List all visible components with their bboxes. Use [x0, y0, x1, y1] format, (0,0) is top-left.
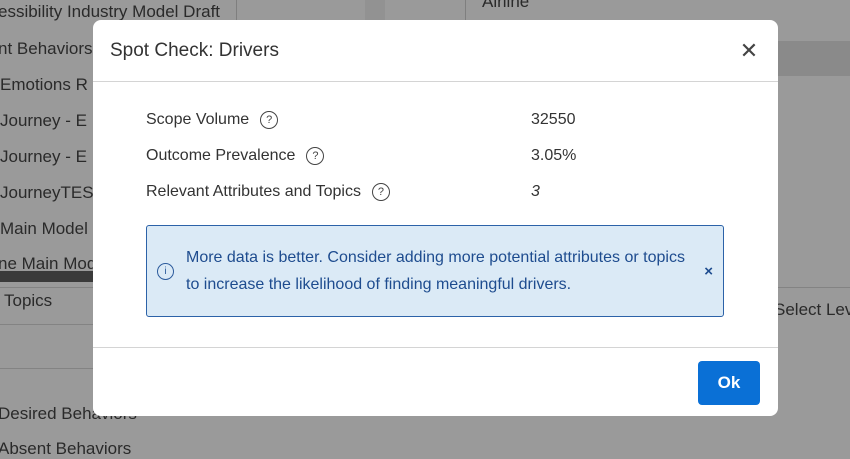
- bg-scrollbar[interactable]: [0, 271, 93, 282]
- bg-list-item[interactable]: ne Main Mod: [0, 254, 97, 270]
- metric-value: 3: [531, 183, 540, 200]
- bg-list-item[interactable]: Absent Behaviors: [0, 439, 132, 458]
- metric-label: Scope Volume: [146, 111, 250, 128]
- dialog-footer: Ok: [93, 347, 778, 416]
- metric-label: Relevant Attributes and Topics: [146, 183, 361, 200]
- metric-value: 3.05%: [531, 147, 577, 164]
- info-icon: i: [157, 262, 174, 280]
- bg-list-item[interactable]: nt Behaviors: [0, 39, 93, 58]
- bg-list-item[interactable]: JourneyTES: [0, 183, 94, 202]
- help-icon[interactable]: ?: [306, 147, 325, 165]
- ok-button[interactable]: Ok: [698, 361, 760, 405]
- bg-list-item[interactable]: Journey - E: [0, 111, 87, 130]
- bg-select-level[interactable]: Select Lev: [774, 300, 850, 319]
- bg-right-header: Airline: [482, 0, 530, 11]
- bg-topics-label: Topics: [4, 291, 53, 310]
- metric-value: 32550: [531, 111, 576, 128]
- bg-list-item[interactable]: essibility Industry Model Draft: [0, 2, 221, 21]
- bg-list-item[interactable]: Journey - E: [0, 147, 87, 166]
- dialog-title: Spot Check: Drivers: [110, 39, 279, 61]
- metric-row-outcome-prevalence: Outcome Prevalence? 3.05%: [146, 138, 778, 174]
- help-icon[interactable]: ?: [371, 183, 390, 201]
- bg-list-item[interactable]: Main Model: [0, 219, 88, 238]
- close-icon[interactable]: ✕: [739, 37, 759, 63]
- dialog-header: Spot Check: Drivers ✕: [93, 20, 778, 82]
- spot-check-dialog: Spot Check: Drivers ✕ Scope Volume? 3255…: [93, 20, 778, 416]
- metric-label: Outcome Prevalence: [146, 147, 296, 164]
- bg-list-item[interactable]: Emotions R: [0, 75, 88, 94]
- info-alert: i More data is better. Consider adding m…: [146, 225, 724, 317]
- metric-row-scope-volume: Scope Volume? 32550: [146, 102, 778, 138]
- help-icon[interactable]: ?: [260, 111, 279, 129]
- metric-row-relevant-attributes: Relevant Attributes and Topics? 3: [146, 174, 778, 210]
- dismiss-alert-icon[interactable]: ×: [704, 262, 713, 280]
- alert-text: More data is better. Consider adding mor…: [186, 249, 685, 293]
